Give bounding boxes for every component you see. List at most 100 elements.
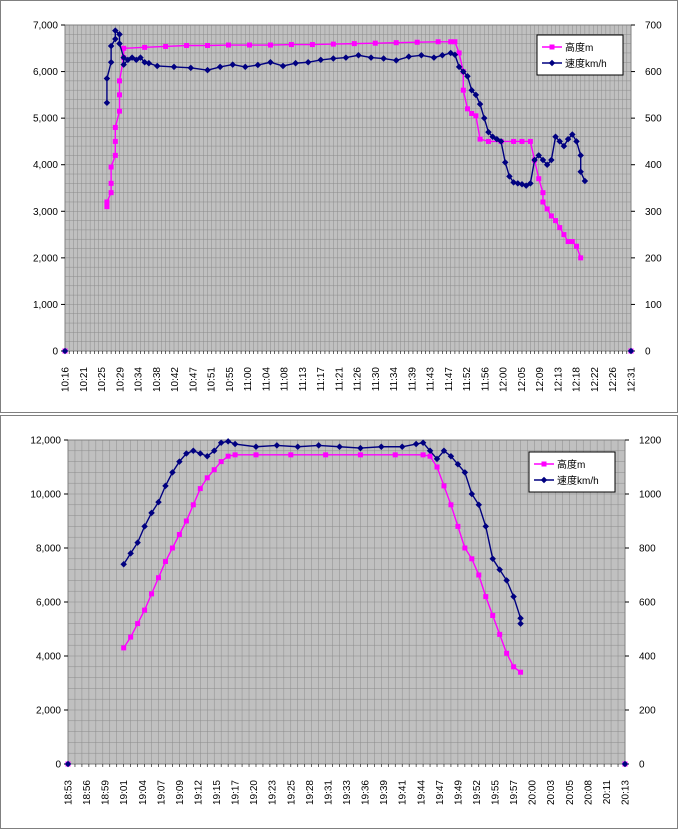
y2-tick-label: 600	[645, 67, 662, 78]
data-point-speed	[517, 614, 524, 622]
chart-panel-1: 0 1,000 2,000 3,000 4,000 5,000 6,000 7,000 0 100…	[0, 0, 678, 413]
data-point-altitude	[205, 42, 211, 48]
data-point-altitude	[456, 50, 462, 56]
legend: 高度m 速度km/h	[536, 34, 624, 76]
y-tick-label: 0	[52, 347, 58, 358]
data-point-altitude	[518, 669, 524, 675]
x-tick-label: 19:17	[231, 780, 242, 805]
x-tick-label: 10:55	[225, 367, 236, 392]
y2-tick-label: 400	[645, 160, 662, 171]
data-point-altitude	[462, 545, 468, 551]
data-point-altitude	[393, 40, 399, 46]
data-point-speed	[514, 180, 522, 187]
y2-tick-label: 500	[645, 114, 662, 125]
data-point-altitude	[128, 634, 134, 640]
data-point-altitude	[565, 239, 571, 245]
data-point-altitude	[108, 164, 114, 170]
series-line	[123, 440, 522, 624]
data-point-speed	[224, 438, 232, 445]
data-point-speed	[581, 177, 589, 185]
data-point-altitude	[452, 39, 458, 45]
data-point-speed	[183, 450, 190, 457]
data-point-speed	[433, 455, 441, 463]
legend-marker-speed	[540, 476, 548, 484]
data-point-altitude	[372, 40, 378, 46]
data-point-altitude	[497, 631, 503, 637]
data-point-altitude	[511, 664, 517, 670]
x-tick-label: 11:52	[462, 367, 473, 392]
legend-label: 速度km/h	[557, 474, 599, 487]
data-point-speed	[169, 469, 176, 476]
data-point-speed	[627, 347, 635, 355]
x-tick-label: 19:12	[193, 780, 204, 805]
data-point-speed	[455, 63, 463, 71]
data-point-speed	[64, 760, 72, 768]
data-point-altitude	[460, 87, 466, 93]
x-tick-label: 10:47	[188, 367, 199, 392]
data-point-speed	[577, 152, 584, 159]
y2-tick-label: 1200	[639, 436, 662, 447]
x-tick-label: 10:34	[134, 367, 145, 392]
data-point-altitude	[392, 452, 398, 458]
data-point-altitude	[142, 44, 148, 50]
x-tick-label: 11:00	[243, 367, 254, 392]
x-tick-label: 19:39	[379, 780, 390, 805]
x-tick-label: 12:05	[517, 367, 528, 392]
y-tick-label: 6,000	[36, 598, 61, 609]
data-point-speed	[535, 152, 543, 159]
data-point-speed	[531, 156, 538, 164]
x-tick-label: 19:52	[472, 780, 483, 805]
data-point-speed	[489, 133, 496, 141]
x-tick-label: 18:53	[64, 780, 75, 805]
y-tick-label: 5,000	[33, 114, 58, 125]
x-tick-label: 19:09	[175, 780, 186, 805]
x-tick-label: 11:39	[407, 367, 418, 392]
data-point-speed	[229, 61, 236, 68]
data-point-speed	[497, 138, 505, 145]
x-tick-label: 19:47	[435, 780, 446, 805]
data-point-altitude	[441, 483, 447, 489]
legend: 高度m 速度km/h	[528, 451, 616, 493]
x-tick-label: 19:36	[361, 780, 372, 805]
data-point-altitude	[197, 486, 203, 492]
data-point-altitude	[455, 523, 461, 529]
data-point-speed	[573, 138, 580, 145]
x-tick-label: 19:55	[491, 780, 502, 805]
data-point-altitude	[163, 43, 169, 49]
y-tick-label: 0	[55, 760, 61, 771]
x-tick-label: 19:15	[212, 780, 223, 805]
legend-box	[536, 34, 624, 76]
y2-tick-label: 600	[639, 598, 656, 609]
data-point-altitude	[226, 42, 232, 48]
data-point-altitude	[561, 232, 567, 238]
data-point-altitude	[104, 199, 110, 205]
data-point-altitude	[309, 42, 315, 48]
data-point-speed	[506, 173, 513, 180]
x-tick-label: 19:33	[342, 780, 353, 805]
data-point-altitude	[142, 607, 148, 613]
grid	[68, 440, 625, 764]
data-point-altitude	[162, 559, 168, 564]
legend-marker-altitude	[541, 461, 547, 467]
data-point-speed	[522, 182, 530, 189]
data-point-altitude	[469, 110, 475, 116]
data-point-altitude	[330, 41, 336, 47]
y2-tick-label: 700	[645, 21, 662, 32]
x-tick-label: 19:07	[156, 780, 167, 805]
data-point-speed	[460, 68, 467, 75]
data-point-altitude	[112, 152, 118, 158]
data-point-altitude	[117, 92, 123, 98]
y2-tick-label: 200	[645, 253, 662, 264]
y2-tick-label: 800	[639, 544, 656, 555]
y2-tick-label: 1000	[639, 490, 662, 501]
data-point-altitude	[108, 180, 114, 186]
x-tick-label: 10:21	[79, 367, 90, 392]
data-point-altitude	[569, 239, 575, 245]
x-tick-label: 10:42	[170, 367, 181, 392]
data-point-altitude	[357, 452, 363, 458]
data-point-altitude	[246, 42, 252, 48]
data-point-speed	[475, 501, 483, 509]
plot-border	[64, 24, 632, 352]
y2-tick-label: 200	[639, 706, 656, 717]
data-point-speed	[577, 168, 584, 175]
